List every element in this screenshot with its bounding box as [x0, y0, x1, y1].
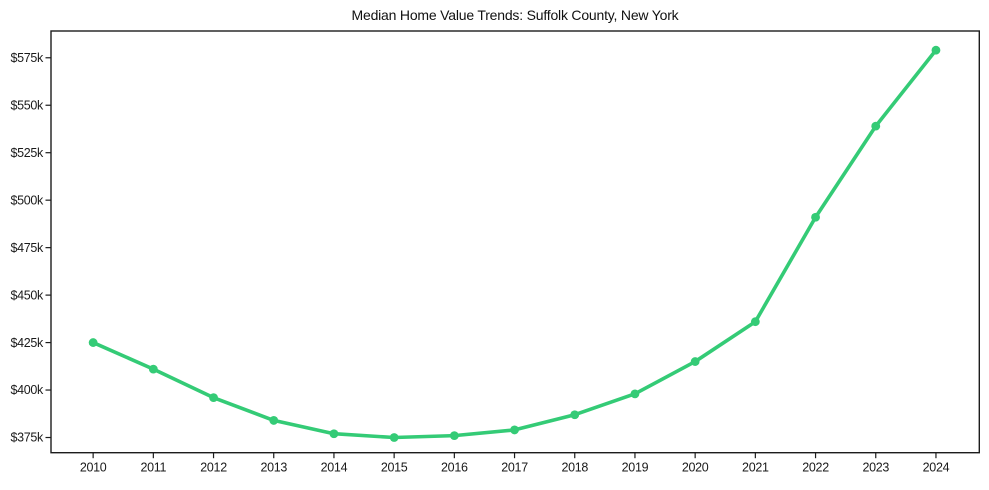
y-tick-label: $575k [10, 51, 44, 65]
x-tick-label: 2016 [441, 461, 468, 475]
x-tick-label: 2022 [802, 461, 829, 475]
data-point-2017 [510, 425, 519, 435]
data-point-2010 [88, 338, 98, 347]
y-tick-label: $375k [10, 431, 44, 445]
trend-line [91, 48, 938, 440]
data-point-2019 [630, 389, 640, 399]
data-point-2023 [871, 121, 881, 131]
data-point-2014 [329, 429, 339, 439]
x-tick-label: 2021 [742, 461, 769, 475]
data-point-2018 [570, 410, 580, 420]
x-tick-label: 2010 [80, 461, 107, 475]
chart-title: Median Home Value Trends: Suffolk County… [351, 7, 679, 23]
data-point-2020 [690, 357, 700, 366]
x-tick-label: 2024 [923, 461, 950, 475]
data-point-2013 [269, 416, 279, 425]
x-tick-label: 2014 [321, 461, 348, 475]
y-tick-label: $525k [10, 146, 44, 160]
data-point-2016 [449, 431, 459, 441]
data-point-2015 [389, 433, 399, 442]
x-tick-label: 2019 [622, 461, 649, 475]
data-point-2012 [209, 393, 218, 403]
x-tick-label: 2011 [140, 461, 166, 475]
x-tick-label: 2013 [260, 461, 287, 475]
y-tick-label: $550k [10, 98, 44, 112]
data-point-2011 [148, 364, 158, 374]
x-tick-label: 2012 [200, 461, 227, 475]
data-point-2022 [811, 212, 820, 222]
y-tick-label: $500k [10, 193, 44, 207]
y-tick-label: $450k [10, 288, 44, 302]
y-tick-label: $400k [10, 383, 44, 397]
x-tick-label: 2020 [682, 461, 709, 475]
data-point-2024 [931, 45, 941, 55]
x-tick-label: 2018 [561, 461, 588, 475]
x-tick-label: 2015 [381, 461, 408, 475]
y-tick-label: $425k [10, 336, 44, 350]
y-tick-label: $475k [10, 241, 44, 255]
plot-border [50, 30, 980, 454]
data-point-2021 [750, 317, 760, 327]
x-tick-label: 2017 [501, 461, 528, 475]
x-tick-label: 2023 [862, 461, 889, 475]
